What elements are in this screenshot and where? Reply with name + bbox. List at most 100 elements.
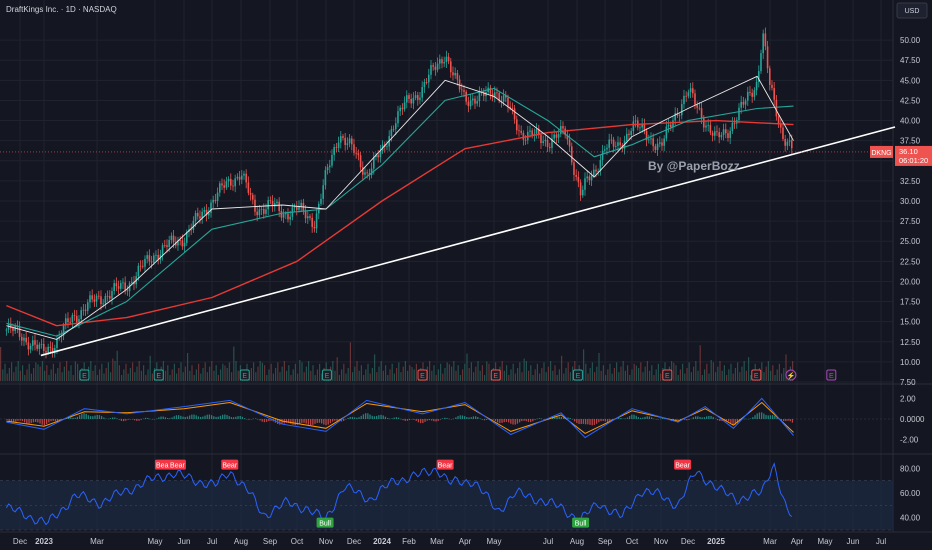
candle-body xyxy=(579,182,582,196)
candle-body xyxy=(757,71,760,82)
candle-body xyxy=(339,136,342,143)
macd-histogram-bar xyxy=(8,419,10,422)
macd-histogram-bar xyxy=(45,419,48,425)
volume-bar xyxy=(193,375,195,381)
macd-histogram-bar xyxy=(734,419,736,425)
earnings-marker[interactable]: E xyxy=(751,369,762,381)
time-axis-tick: May xyxy=(486,537,501,546)
macd-histogram-bar xyxy=(149,418,151,420)
volume-bar xyxy=(781,373,783,381)
earnings-marker[interactable]: E xyxy=(490,369,501,381)
volume-bar xyxy=(281,366,283,381)
macd-histogram-bar xyxy=(329,419,332,424)
volume-bar xyxy=(222,363,224,381)
time-axis-tick: Aug xyxy=(570,537,584,546)
earnings-marker[interactable]: E xyxy=(662,369,673,381)
earnings-marker[interactable]: E xyxy=(239,369,250,381)
candle-body xyxy=(467,101,470,107)
earnings-marker[interactable]: ⚡ xyxy=(785,369,797,381)
candle-body xyxy=(608,139,610,148)
macd-histogram-bar xyxy=(600,419,602,422)
candle-body xyxy=(276,201,278,204)
macd-histogram-bar xyxy=(375,415,378,419)
candle-body xyxy=(5,329,8,331)
volume-bar xyxy=(506,365,508,381)
candle-body xyxy=(564,128,566,136)
candle-body xyxy=(322,185,324,199)
macd-histogram-bar xyxy=(578,419,580,424)
earnings-marker[interactable]: E xyxy=(826,369,837,381)
candle-body xyxy=(141,265,144,267)
macd-histogram-bar xyxy=(254,418,257,419)
candle-body xyxy=(34,340,36,345)
time-axis-tick: Apr xyxy=(459,537,472,546)
volume-bar xyxy=(57,368,59,381)
candle-body xyxy=(337,142,340,148)
candle-body xyxy=(766,46,769,69)
macd-histogram-bar xyxy=(402,419,404,421)
earnings-marker[interactable]: E xyxy=(79,369,90,381)
volume-bar xyxy=(721,370,723,381)
macd-histogram-bar xyxy=(259,419,261,421)
candle-body xyxy=(612,139,615,147)
macd-histogram-bar xyxy=(646,416,648,419)
volume-bar xyxy=(68,370,70,381)
macd-histogram-bar xyxy=(683,419,686,420)
volume-bar xyxy=(501,361,503,381)
candle-body xyxy=(509,106,511,109)
volume-bar xyxy=(134,372,136,381)
ticker-tag-label: DKNG xyxy=(871,150,891,157)
earnings-marker[interactable]: E xyxy=(321,369,332,381)
earnings-marker[interactable]: E xyxy=(153,369,164,381)
volume-bar xyxy=(96,375,98,381)
candle-body xyxy=(672,120,674,128)
earnings-marker[interactable]: E xyxy=(417,369,428,381)
candle-body xyxy=(49,346,52,349)
candle-body xyxy=(606,147,608,150)
macd-histogram xyxy=(6,412,794,426)
volume-bar xyxy=(211,361,213,381)
volume-bar xyxy=(226,368,228,381)
volume-bar xyxy=(59,362,61,381)
earnings-marker-box xyxy=(490,369,501,381)
candle-body xyxy=(720,134,723,138)
volume-bar xyxy=(644,366,646,381)
volume-bar xyxy=(103,373,105,381)
currency-button[interactable] xyxy=(896,2,928,19)
macd-histogram-bar xyxy=(136,419,138,421)
candle-body xyxy=(166,245,168,248)
earnings-marker-box xyxy=(153,369,164,381)
macd-histogram-bar xyxy=(631,414,633,419)
candle-body xyxy=(192,220,195,230)
candle-body xyxy=(502,95,505,102)
candle-body xyxy=(718,132,720,138)
candle-body xyxy=(562,126,564,129)
candle-body xyxy=(744,100,747,105)
candle-body xyxy=(557,133,560,138)
candle-body xyxy=(190,229,192,231)
earnings-marker[interactable]: E xyxy=(572,369,583,381)
volume-bar xyxy=(303,372,305,381)
candle-body xyxy=(465,91,467,102)
candle-body xyxy=(256,211,258,216)
macd-histogram-bar xyxy=(490,419,492,420)
candle-body xyxy=(185,231,188,243)
candle-body xyxy=(324,170,327,186)
candle-body xyxy=(298,206,300,210)
volume-bar xyxy=(349,342,351,381)
candle-body xyxy=(469,100,472,107)
candle-body xyxy=(680,104,683,116)
candle-body xyxy=(401,107,404,110)
macd-histogram-bar xyxy=(34,419,37,422)
time-axis-tick: Aug xyxy=(234,537,248,546)
macd-histogram-bar xyxy=(382,415,384,419)
macd-histogram-bar xyxy=(560,416,563,419)
candle-body xyxy=(595,169,597,172)
volume-bar xyxy=(138,361,140,381)
macd-histogram-bar xyxy=(285,419,288,423)
time-axis-tick: Sep xyxy=(263,537,278,546)
volume-bar xyxy=(455,370,457,381)
price-axis-tick: 7.50 xyxy=(900,378,916,387)
macd-histogram-bar xyxy=(441,418,444,419)
